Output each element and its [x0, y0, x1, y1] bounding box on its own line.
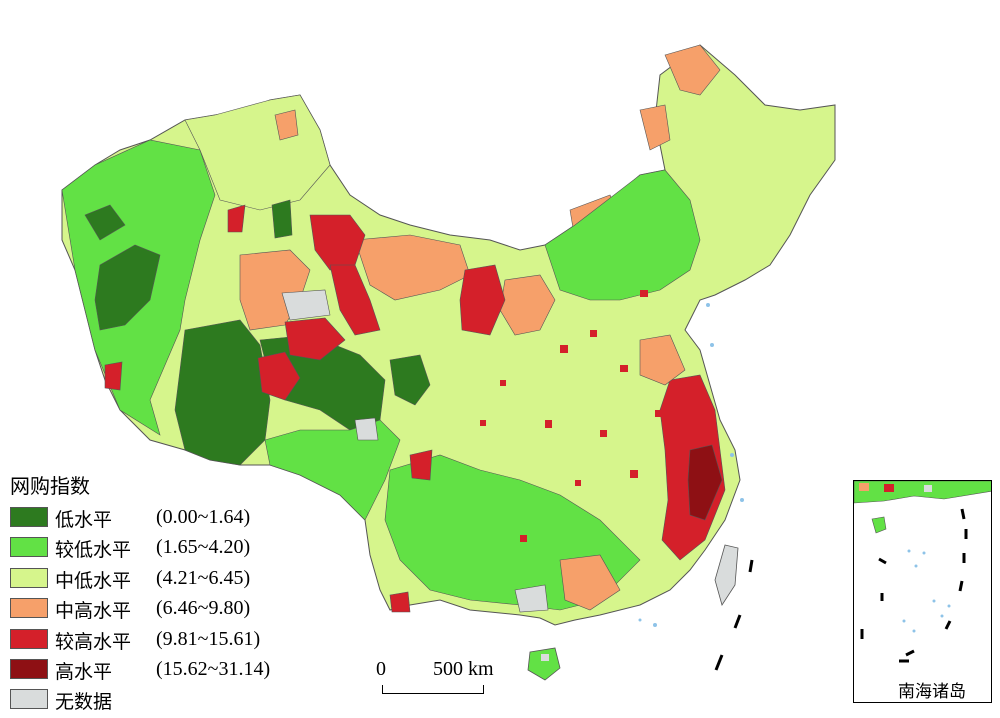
legend-class-label: 较高水平: [55, 630, 132, 653]
region-south-midhigh: [559, 554, 621, 611]
region-coast-midhigh: [639, 334, 686, 386]
legend-item: 无数据: [8, 687, 338, 717]
legend-swatch: [10, 628, 48, 649]
legend-swatch: [10, 598, 48, 619]
legend-class-range: (15.62~31.14): [156, 657, 271, 680]
region-south-nodata: [514, 584, 549, 613]
scale-distance-label: 500 km: [433, 658, 494, 680]
region-low-tibet-west: [174, 319, 271, 466]
region-low-sw-xinjiang: [94, 244, 161, 331]
hainan-nodata: [541, 654, 549, 661]
hainan: [527, 647, 561, 681]
legend-item: 较低水平 (1.65~4.20): [8, 535, 338, 565]
region-high-tibet: [257, 351, 301, 401]
legend: 网购指数 低水平 (0.00~1.64) 较低水平 (1.65~4.20) 中低水平 (4…: [8, 470, 338, 718]
region-midhigh-heilongjiang: [664, 44, 721, 96]
legend-class-range: (4.21~6.45): [156, 566, 251, 589]
region-yunnan-high: [389, 591, 411, 613]
region-low-sichuan-west: [389, 354, 431, 406]
region-coast-veryhigh: [687, 444, 723, 521]
legend-swatch: [10, 658, 48, 679]
legend-swatch: [10, 537, 48, 558]
region-high-gansu: [329, 264, 381, 336]
legend-class-label: 高水平: [55, 660, 113, 683]
legend-item: 中低水平 (4.21~6.45): [8, 566, 338, 596]
region-high-qinghai: [284, 317, 346, 361]
region-tibet-east: [264, 419, 401, 521]
legend-class-label: 中低水平: [55, 569, 132, 592]
legend-class-label: 无数据: [55, 691, 113, 714]
legend-swatch: [10, 567, 48, 588]
inset-label: 南海诸岛: [898, 682, 966, 702]
region-high-xj-2: [104, 361, 123, 391]
legend-item: 高水平 (15.62~31.14): [8, 657, 338, 687]
region-midhigh-ne-1: [639, 104, 671, 151]
sea-boundary: [714, 559, 754, 671]
legend-class-label: 较低水平: [55, 539, 132, 562]
region-nodata-gansu: [281, 289, 331, 321]
region-midhigh-xj-north: [274, 109, 299, 141]
legend-class-label: 中高水平: [55, 600, 132, 623]
region-midhigh-neimeng-west: [354, 234, 471, 301]
county-highlights: [480, 290, 662, 542]
region-low-small-2: [271, 199, 293, 239]
region-high-neimeng-east: [459, 264, 506, 336]
region-low-small-1: [84, 204, 126, 241]
taiwan: [714, 544, 739, 606]
region-nodata-xz: [354, 417, 379, 441]
region-sichuan-high: [409, 449, 433, 481]
legend-class-range: (0.00~1.64): [156, 506, 251, 528]
legend-item: 较高水平 (9.81~15.61): [8, 627, 338, 657]
scale-bar: 0 500 km: [370, 658, 510, 698]
legend-swatch: [10, 507, 48, 527]
legend-title: 网购指数: [10, 474, 90, 498]
region-high-xj-1: [227, 204, 246, 233]
scale-bar-line: [382, 685, 484, 694]
region-east-green: [544, 169, 701, 301]
scale-zero-label: 0: [376, 658, 386, 680]
legend-item: 中高水平 (6.46~9.80): [8, 596, 338, 626]
legend-item: 低水平 (0.00~1.64): [8, 505, 338, 535]
legend-swatch: [10, 689, 48, 710]
legend-class-range: (1.65~4.20): [156, 536, 251, 559]
inset-map: [854, 481, 991, 663]
coastal-islands: [638, 303, 744, 627]
south-china-sea-inset: 南海诸岛: [853, 480, 992, 703]
legend-class-label: 低水平: [55, 509, 113, 531]
legend-class-range: (6.46~9.80): [156, 597, 251, 620]
legend-class-range: (9.81~15.61): [156, 627, 261, 650]
